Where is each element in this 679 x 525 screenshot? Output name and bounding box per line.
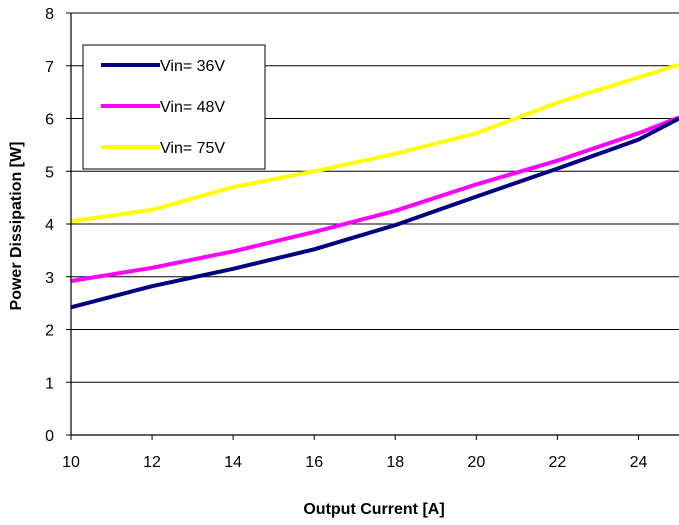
x-tick-label-18: 18 [386,454,404,471]
y-tick-label-7: 7 [45,59,54,76]
legend-label-1: Vin= 36V [160,58,225,75]
legend-label-2: Vin= 48V [160,99,225,116]
series-line-vin-36v [70,116,679,310]
y-tick-label-5: 5 [45,164,54,181]
y-tick-label-8: 8 [45,6,54,23]
axes [66,12,679,440]
x-tick-label-10: 10 [62,454,80,471]
y-tick-labels: 0 1 2 3 4 5 6 7 8 [45,6,54,445]
y-axis-title: Power Dissipation [W] [8,142,25,311]
y-tick-label-2: 2 [45,323,54,340]
x-tick-label-12: 12 [143,454,161,471]
y-tick-label-6: 6 [45,112,54,129]
x-tick-label-24: 24 [630,454,648,471]
series-line-vin-48v [70,115,679,283]
y-tick-label-1: 1 [45,375,54,392]
x-tick-label-22: 22 [549,454,567,471]
y-tick-label-0: 0 [45,428,54,445]
series-lines [70,62,679,310]
x-tick-label-20: 20 [467,454,485,471]
series-line-vin-75v [70,62,679,224]
legend: Vin= 36V Vin= 48V Vin= 75V [82,44,266,170]
x-tick-label-16: 16 [305,454,323,471]
y-tick-label-4: 4 [45,217,54,234]
x-tick-labels: 10 12 14 16 18 20 22 24 [62,454,647,471]
legend-label-3: Vin= 75V [160,140,225,157]
x-tick-label-14: 14 [224,454,242,471]
x-axis-title: Output Current [A] [303,501,444,518]
y-tick-label-3: 3 [45,270,54,287]
